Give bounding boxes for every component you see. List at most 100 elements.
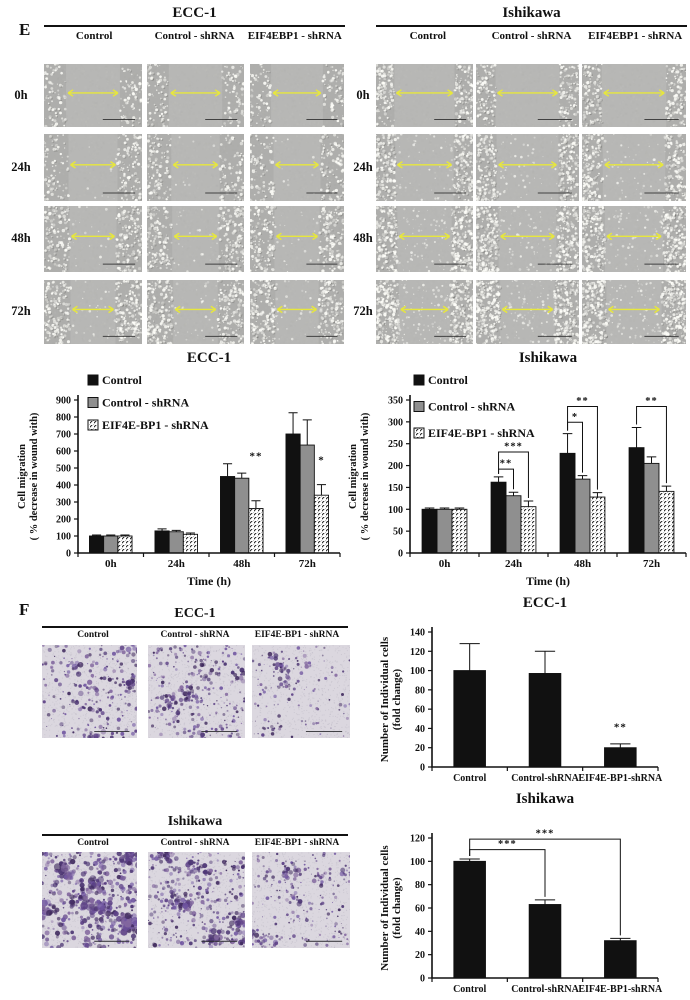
panel-f-ecc1-header: ECC-1 Control Control - shRNA EIF4E-BP1 … (42, 606, 348, 640)
svg-text:Number of Individual cells: Number of Individual cells (379, 845, 391, 971)
svg-text:ECC-1: ECC-1 (523, 595, 567, 611)
svg-text:**: ** (614, 721, 627, 733)
svg-text:800: 800 (56, 413, 71, 424)
panel-f-ishikawa-title: Ishikawa (167, 814, 223, 829)
svg-text:EIF4E-BP1 - shRNA: EIF4E-BP1 - shRNA (428, 426, 535, 440)
panel-e-ecc1-column-labels: Control Control - shRNA EIF4EBP1 - shRNA (44, 27, 345, 42)
panel-f-ecc1-title: ECC-1 (174, 606, 216, 621)
svg-text:20: 20 (415, 743, 425, 754)
panel-f-ishikawa-column-labels: Control Control - shRNA EIF4E-BP1 - shRN… (42, 836, 348, 849)
wound-image-ishikawa-72h-eif4ebp1-shrna (582, 280, 686, 344)
wound-image-ecc1-72h-control (44, 280, 142, 344)
svg-text:80: 80 (415, 880, 425, 891)
svg-text:200: 200 (56, 515, 71, 526)
transwell-image-ecc1-eif4ebp1-shrna (252, 645, 350, 738)
svg-text:250: 250 (388, 439, 403, 450)
column-label-control: Control (77, 837, 109, 848)
svg-text:( % decrease in wound with): ( % decrease in wound with) (360, 412, 371, 540)
svg-text:140: 140 (410, 628, 425, 639)
svg-text:***: *** (504, 442, 523, 453)
wound-image-ecc1-24h-eif4ebp1-shrna (250, 134, 344, 201)
wound-image-ishikawa-72h-control-shrna (476, 280, 579, 344)
panel-f-ecc1-column-labels: Control Control - shRNA EIF4E-BP1 - shRN… (42, 628, 348, 641)
column-label-eif4ebp1-shrna: EIF4EBP1 - shRNA (588, 30, 683, 42)
wound-image-ecc1-0h-control (44, 64, 142, 127)
svg-text:Ishikawa: Ishikawa (516, 791, 575, 807)
svg-text:48h: 48h (233, 558, 250, 570)
svg-text:60: 60 (415, 705, 425, 716)
panel-e-ishikawa-title: Ishikawa (502, 5, 561, 21)
svg-text:600: 600 (56, 447, 71, 458)
wound-image-ecc1-72h-eif4ebp1-shrna (250, 280, 344, 344)
svg-text:Control-shRNA: Control-shRNA (511, 773, 579, 784)
svg-text:Control: Control (453, 984, 486, 995)
panel-e-ecc1-header: ECC-1 Control Control - shRNA EIF4EBP1 -… (44, 4, 345, 42)
svg-text:24h: 24h (505, 558, 522, 570)
header-rule (376, 25, 687, 27)
svg-text:Number of Individual cells: Number of Individual cells (379, 636, 391, 762)
svg-text:**: ** (645, 396, 658, 407)
panel-f-label: F (19, 600, 30, 619)
wound-image-ishikawa-0h-control-shrna (476, 64, 579, 127)
chart-ishikawa-cell-migration: Ishikawa 0 50 100 150 200 250 300 350 0h 24h 48h 72h… (348, 350, 687, 588)
svg-text:Control: Control (453, 773, 486, 784)
svg-text:Control-shRNA: Control-shRNA (511, 984, 579, 995)
wound-image-ecc1-0h-eif4ebp1-shrna (250, 64, 344, 127)
column-label-control: Control (75, 30, 113, 42)
svg-text:900: 900 (56, 396, 71, 407)
svg-text:350: 350 (388, 396, 403, 407)
column-label-control: Control (77, 629, 109, 640)
svg-text:***: *** (498, 839, 517, 850)
svg-text:Cell migration: Cell migration (17, 444, 28, 509)
svg-text:700: 700 (56, 430, 71, 441)
transwell-image-ecc1-control (42, 645, 137, 738)
panel-e-ishikawa-column-labels: Control Control - shRNA EIF4EBP1 - shRNA (376, 27, 687, 42)
svg-text:0: 0 (420, 974, 425, 985)
svg-text:400: 400 (56, 481, 71, 492)
svg-text:Control - shRNA: Control - shRNA (102, 396, 189, 410)
wound-image-ishikawa-48h-control (376, 206, 473, 272)
wound-image-ishikawa-48h-eif4ebp1-shrna (582, 206, 686, 272)
chart-ecc1-individual-cells: ECC-1 0 20 40 60 80 100 120 140 Control Control-sh… (379, 595, 663, 784)
row-label-ishikawa-72h: 72h (353, 304, 373, 318)
transwell-image-ishikawa-control (42, 852, 137, 948)
svg-text:60: 60 (415, 904, 425, 915)
svg-text:Control: Control (428, 373, 468, 387)
row-label-ecc1-24h: 24h (11, 159, 31, 174)
wound-image-ecc1-0h-control-shrna (147, 64, 244, 127)
svg-text:0: 0 (398, 549, 403, 560)
svg-text:0h: 0h (439, 558, 451, 570)
wound-image-ecc1-48h-control-shrna (147, 206, 244, 272)
header-rule (42, 833, 348, 836)
svg-text:300: 300 (388, 417, 403, 428)
row-label-ishikawa-48h: 48h (353, 231, 373, 245)
transwell-image-ecc1-control-shrna (148, 645, 245, 738)
wound-image-ecc1-48h-control (44, 206, 142, 272)
svg-text:200: 200 (388, 461, 403, 472)
svg-text:EIF4E-BP1-shRNA: EIF4E-BP1-shRNA (578, 984, 663, 995)
wound-image-ishikawa-48h-control-shrna (476, 206, 579, 272)
svg-text:120: 120 (410, 647, 425, 658)
wound-image-ecc1-48h-eif4ebp1-shrna (250, 206, 344, 272)
row-label-ecc1-48h: 48h (11, 231, 31, 245)
svg-text:ECC-1: ECC-1 (187, 350, 231, 366)
svg-text:100: 100 (410, 857, 425, 868)
svg-text:100: 100 (410, 666, 425, 677)
wound-image-ishikawa-24h-control-shrna (476, 134, 579, 201)
svg-text:150: 150 (388, 483, 403, 494)
svg-text:0: 0 (66, 549, 71, 560)
svg-text:0: 0 (420, 763, 425, 774)
transwell-image-ishikawa-control-shrna (148, 852, 245, 948)
svg-text:***: *** (536, 829, 555, 840)
svg-text:( % decrease in wound with): ( % decrease in wound with) (29, 412, 40, 540)
chart-ecc1-cell-migration: ECC-1 0 100 200 300 400 500 600 700 800 900 0h 24h 48… (17, 350, 341, 588)
column-label-eif4e-bp1-shrna: EIF4E-BP1 - shRNA (254, 837, 340, 848)
column-label-control: Control (409, 30, 447, 42)
wound-image-ecc1-24h-control-shrna (147, 134, 244, 201)
panel-e-label: E (19, 20, 31, 39)
panel-e-ishikawa-header: Ishikawa Control Control - shRNA EIF4EBP… (376, 4, 687, 42)
column-label-control-shrna: Control - shRNA (160, 629, 230, 640)
svg-text:80: 80 (415, 685, 425, 696)
transwell-image-ishikawa-eif4ebp1-shrna (252, 852, 350, 948)
